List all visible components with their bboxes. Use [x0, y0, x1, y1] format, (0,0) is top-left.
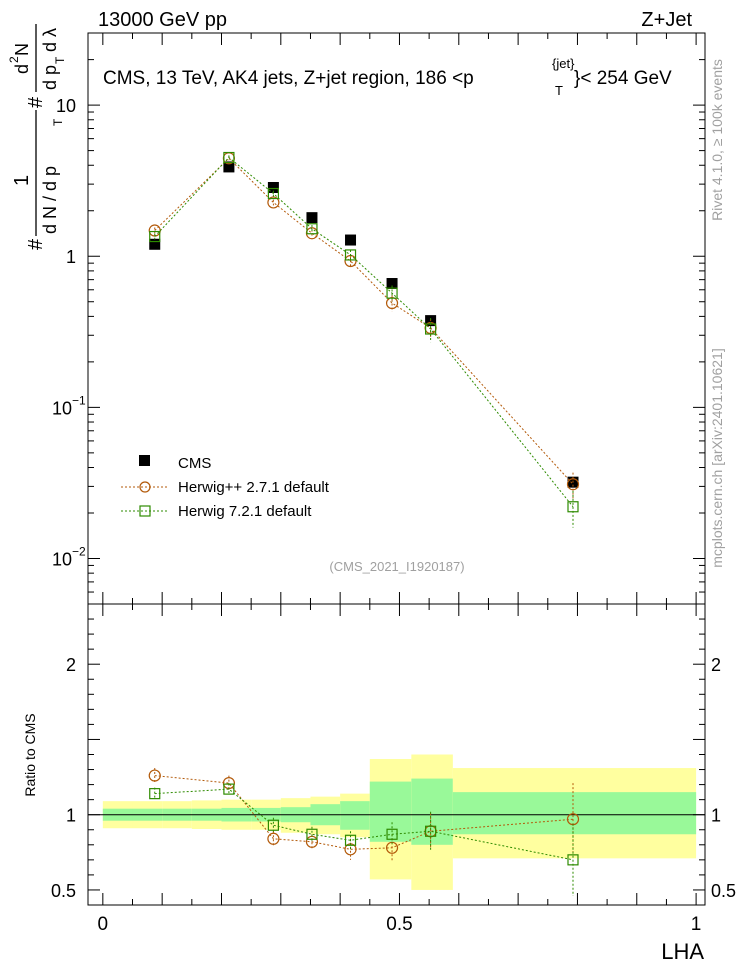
- ratio-y-tick-label-right: 0.5: [711, 881, 736, 901]
- herwig7-point: [306, 223, 318, 235]
- legend-cms-label: CMS: [178, 455, 211, 472]
- ylabel-hash-2: #: [25, 96, 47, 108]
- ratio-herwig7-point: [306, 828, 318, 840]
- cms-data-point: [386, 278, 398, 290]
- herwig7-point: [386, 287, 398, 299]
- ratio-y-axis-label: Ratio to CMS: [22, 713, 38, 796]
- ratio-herwig7-point: [344, 834, 357, 846]
- ratio-herwig7-point: [567, 854, 579, 866]
- x-axis-label: LHA: [661, 939, 704, 964]
- x-tick-label: 0.5: [386, 914, 412, 935]
- legend: CMS Herwig++ 2.7.1 default Herwig 7.2.1 …: [121, 455, 330, 520]
- rivet-label: Rivet 4.1.0, ≥ 100k events: [709, 59, 725, 221]
- ratio-herwig7-point: [267, 819, 279, 831]
- ratio-herwigpp-point: [267, 832, 280, 845]
- herwig7-line: [154, 156, 574, 508]
- ratio-herwig7-point: [149, 788, 161, 800]
- energy-label: 13000 GeV pp: [98, 9, 227, 31]
- x-tick-label: 0: [98, 914, 109, 935]
- plot-title-main: CMS, 13 TeV, AK4 jets, Z+jet region, 186…: [103, 68, 474, 89]
- stat-band-bin: [369, 781, 412, 842]
- plot-title-subscript: T: [555, 83, 563, 98]
- ylabel-hash-1: #: [25, 238, 47, 250]
- ylabel-sub-t-1: T: [51, 118, 65, 126]
- process-label: Z+Jet: [641, 9, 692, 31]
- herwig7-point: [567, 501, 579, 513]
- ratio-herwigpp-point: [148, 769, 161, 782]
- ratio-y-tick-label-right: 2: [711, 655, 721, 675]
- legend-herwigpp-marker: [139, 481, 151, 493]
- herwig7-point: [223, 151, 235, 164]
- ratio-y-tick-label-right: 1: [711, 806, 721, 826]
- ratio-herwig7-point: [386, 828, 398, 840]
- ratio-herwigpp-line: [154, 775, 574, 850]
- ylabel-dlambda: d λ: [40, 28, 60, 52]
- stat-band-bin: [452, 792, 697, 835]
- ratio-y-tick-label: 1: [66, 806, 76, 826]
- main-series: [148, 151, 580, 528]
- cms-data-point: [345, 234, 357, 246]
- ratio-herwig7-line: [154, 788, 574, 861]
- ylabel-n: N: [12, 43, 32, 56]
- ylabel-one: 1: [11, 175, 33, 186]
- ylabel-dn-dpt: d N / d p: [40, 166, 60, 234]
- cms-data-point: [267, 181, 279, 193]
- x-tick-label: 1: [691, 914, 702, 935]
- herwig7-point: [425, 323, 437, 335]
- herwig7-point: [149, 230, 161, 243]
- legend-herwig7-label: Herwig 7.2.1 default: [178, 503, 312, 520]
- herwig7-point: [344, 249, 357, 261]
- ratio-herwig7-point: [223, 783, 235, 795]
- cms-data-point: [306, 212, 318, 224]
- ylabel-dpt: d p: [40, 65, 60, 90]
- y-tick-label: 10: [52, 398, 72, 418]
- ylabel-sup-2: 2: [7, 56, 21, 63]
- ratio-y-tick-label: 2: [66, 655, 76, 675]
- legend-herwigpp-label: Herwig++ 2.7.1 default: [178, 479, 330, 496]
- cms-data-point: [223, 161, 235, 173]
- ylabel-sub-t-2: T: [53, 56, 67, 64]
- ratio-y-tick-label: 0.5: [51, 881, 76, 901]
- plot-title-tail: }< 254 GeV: [574, 68, 672, 89]
- herwigpp-line: [154, 157, 574, 485]
- y-tick-label: 10: [52, 550, 72, 570]
- y-tick-label-exponent: −2: [72, 545, 86, 559]
- stat-band-bin: [340, 801, 370, 830]
- y-tick-label-exponent: −1: [72, 393, 86, 407]
- ratio-series: [148, 768, 580, 896]
- legend-herwig7-marker: [139, 505, 151, 517]
- ylabel-d: d: [12, 64, 32, 74]
- cms-data-point: [149, 238, 161, 250]
- y-tick-label: 10: [56, 96, 76, 116]
- legend-cms-marker: [139, 455, 150, 466]
- herwigpp-point: [267, 196, 280, 209]
- plot-title: CMS, 13 TeV, AK4 jets, Z+jet region, 186…: [103, 68, 474, 89]
- mcplots-label: mcplots.cern.ch [arXiv:2401.10621]: [709, 348, 725, 567]
- main-y-axis-label: # 1 d N / d p T # d 2 N d p T d λ: [7, 24, 67, 250]
- ratio-herwig7-point: [425, 825, 437, 837]
- herwig7-point: [267, 187, 279, 200]
- herwigpp-point: [566, 478, 580, 491]
- analysis-id: (CMS_2021_I1920187): [329, 559, 464, 574]
- ratio-uncertainty-bands: [88, 754, 705, 890]
- plot-title-superscript: {jet}: [552, 56, 575, 71]
- y-tick-label: 1: [66, 247, 76, 267]
- stat-band-bin: [411, 778, 453, 845]
